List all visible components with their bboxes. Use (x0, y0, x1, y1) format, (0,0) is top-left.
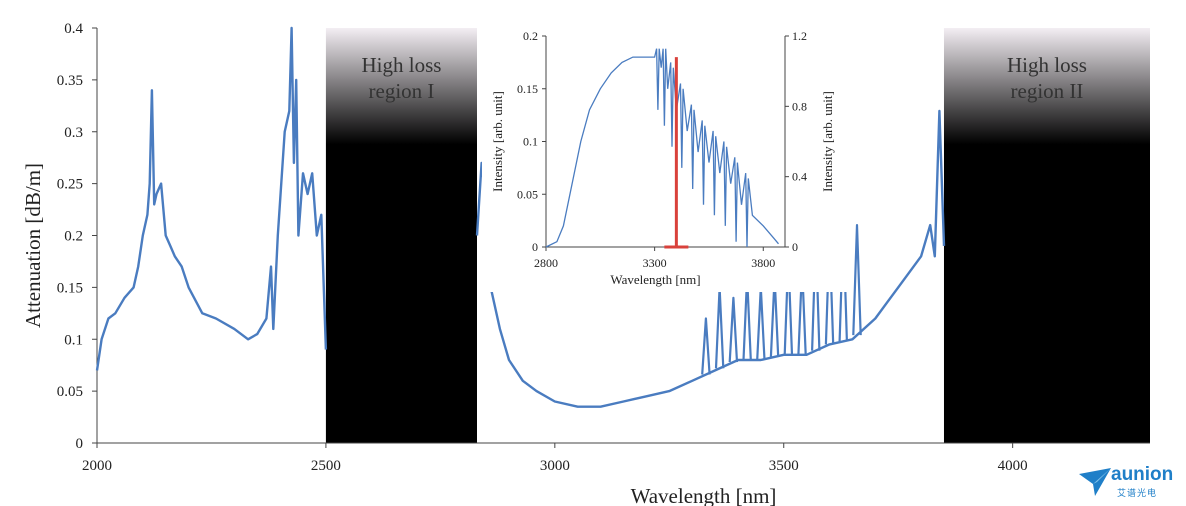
x-tick-label: 4000 (998, 458, 1028, 474)
oscillation-peak (701, 317, 711, 375)
aunion-logo-text: aunion (1111, 464, 1174, 485)
y-tick-label: 0.05 (57, 384, 83, 400)
aunion-logo-icon (1079, 468, 1111, 496)
x-tick-label: 3500 (769, 458, 799, 474)
inset-y-tick-label: 0.15 (517, 82, 538, 96)
y-tick-label: 0.35 (57, 73, 83, 89)
inset-y2-tick-label: 0 (792, 240, 798, 254)
inset-y-tick-label: 0 (532, 240, 538, 254)
inset-plot: 0 0.05 0.1 0.15 0.2 0 0.4 0.8 1.2 2800 3300 3800 Wav… (482, 24, 850, 292)
loss-region-1 (325, 28, 477, 443)
x-tick-label: 3000 (540, 458, 570, 474)
inset-y2-tick-label: 0.8 (792, 99, 807, 113)
y-tick-label: 0.25 (57, 177, 83, 193)
y-tick-label: 0.2 (64, 229, 83, 245)
region-1-label-line2: region I (369, 79, 435, 103)
attenuation-line-2 (475, 109, 946, 408)
y-tick-label: 0 (76, 436, 84, 452)
oscillation-peak (756, 286, 766, 361)
aunion-logo: aunion 艾谱光电 (1077, 462, 1177, 502)
region-2-label-line1: High loss (1007, 53, 1087, 77)
inset-y2-tick-label: 1.2 (792, 29, 807, 43)
region-2-label-line2: region II (1011, 79, 1084, 103)
inset-x-tick-label: 3300 (643, 256, 667, 270)
inset-spectrum-line (545, 48, 779, 248)
inset-y2-tick-label: 0.4 (792, 170, 807, 184)
x-tick-label: 2000 (82, 458, 112, 474)
oscillation-peak (728, 296, 739, 363)
oscillation-peak (852, 224, 862, 336)
x-tick-label: 2500 (311, 458, 341, 474)
inset-y2-axis-label: Intensity [arb. unit] (820, 91, 835, 192)
inset-x-axis-label: Wavelength [nm] (610, 272, 700, 287)
inset-y-tick-label: 0.05 (517, 187, 538, 201)
main-plot: 0 0.05 0.1 0.15 0.2 0.25 0.3 0.35 0.4 2000 2500 300… (21, 21, 1150, 506)
x-axis-label: Wavelength [nm] (631, 484, 777, 506)
inset-y-tick-label: 0.2 (523, 29, 538, 43)
y-tick-label: 0.3 (64, 125, 83, 141)
aunion-logo-subtext: 艾谱光电 (1117, 488, 1158, 498)
loss-region-2 (943, 28, 1150, 443)
inset-y-axis-label: Intensity [arb. unit] (490, 91, 505, 192)
attenuation-line-1 (95, 26, 328, 371)
oscillation-peak (714, 286, 725, 369)
y-tick-label: 0.1 (64, 332, 83, 348)
inset-y-tick-label: 0.1 (523, 135, 538, 149)
y-axis-label: Attenuation [dB/m] (21, 163, 45, 328)
inset-x-tick-label: 2800 (534, 256, 558, 270)
y-tick-label: 0.4 (64, 21, 83, 37)
inset-x-tick-label: 3800 (751, 256, 775, 270)
y-tick-label: 0.15 (57, 280, 83, 296)
region-1-label-line1: High loss (361, 53, 441, 77)
